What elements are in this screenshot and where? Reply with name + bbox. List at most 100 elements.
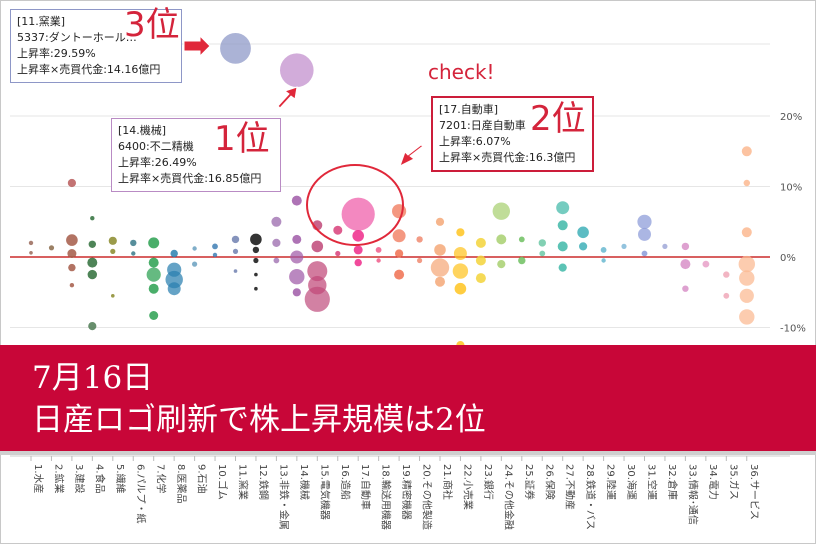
data-bubble[interactable] xyxy=(497,260,506,269)
data-bubble[interactable] xyxy=(681,242,690,251)
data-bubble[interactable] xyxy=(741,227,752,238)
data-bubble[interactable] xyxy=(280,53,314,87)
data-bubble[interactable] xyxy=(641,250,648,257)
data-bubble[interactable] xyxy=(601,258,606,263)
data-bubble[interactable] xyxy=(66,234,78,246)
data-bubble[interactable] xyxy=(192,246,197,251)
data-bubble[interactable] xyxy=(146,267,161,282)
data-bubble[interactable] xyxy=(88,240,97,248)
data-bubble[interactable] xyxy=(170,249,178,258)
data-bubble[interactable] xyxy=(232,248,239,254)
data-bubble[interactable] xyxy=(577,226,589,239)
data-bubble[interactable] xyxy=(417,257,423,264)
data-bubble[interactable] xyxy=(131,251,136,256)
data-bubble[interactable] xyxy=(435,217,445,226)
data-bubble[interactable] xyxy=(333,225,343,235)
data-bubble[interactable] xyxy=(662,243,668,249)
data-bubble[interactable] xyxy=(743,179,750,187)
data-bubble[interactable] xyxy=(110,248,116,254)
data-bubble[interactable] xyxy=(638,227,651,241)
data-bubble[interactable] xyxy=(538,239,546,247)
data-bubble[interactable] xyxy=(292,288,301,297)
data-bubble[interactable] xyxy=(68,263,76,272)
data-bubble[interactable] xyxy=(108,236,117,245)
data-bubble[interactable] xyxy=(111,294,115,298)
data-bubble[interactable] xyxy=(454,282,467,295)
data-bubble[interactable] xyxy=(271,216,282,227)
data-bubble[interactable] xyxy=(335,250,341,257)
data-bubble[interactable] xyxy=(304,286,330,312)
data-bubble[interactable] xyxy=(233,269,238,273)
data-bubble[interactable] xyxy=(231,235,240,244)
data-bubble[interactable] xyxy=(475,255,486,266)
data-bubble[interactable] xyxy=(311,240,324,253)
data-bubble[interactable] xyxy=(738,255,755,273)
data-bubble[interactable] xyxy=(292,234,302,244)
data-bubble[interactable] xyxy=(430,258,450,277)
data-bubble[interactable] xyxy=(254,286,258,291)
data-bubble[interactable] xyxy=(354,258,362,267)
data-bubble[interactable] xyxy=(702,260,710,268)
data-bubble[interactable] xyxy=(621,243,627,249)
data-bubble[interactable] xyxy=(435,276,445,287)
data-bubble[interactable] xyxy=(253,257,259,264)
data-bubble[interactable] xyxy=(48,245,55,251)
data-bubble[interactable] xyxy=(496,234,507,245)
data-bubble[interactable] xyxy=(167,262,182,277)
data-bubble[interactable] xyxy=(492,202,510,220)
data-bubble[interactable] xyxy=(475,237,486,248)
data-bubble[interactable] xyxy=(680,259,691,270)
data-bubble[interactable] xyxy=(308,276,327,295)
data-bubble[interactable] xyxy=(220,33,251,64)
data-bubble[interactable] xyxy=(254,272,258,277)
data-bubble[interactable] xyxy=(579,242,588,251)
data-bubble[interactable] xyxy=(392,204,407,219)
data-bubble[interactable] xyxy=(67,249,77,258)
data-bubble[interactable] xyxy=(637,214,652,229)
data-bubble[interactable] xyxy=(90,216,95,221)
data-bubble[interactable] xyxy=(739,288,754,303)
data-bubble[interactable] xyxy=(739,309,755,325)
data-bubble[interactable] xyxy=(67,178,76,188)
data-bubble[interactable] xyxy=(739,270,755,286)
data-bubble[interactable] xyxy=(395,249,404,258)
data-bubble[interactable] xyxy=(539,250,546,257)
data-bubble[interactable] xyxy=(341,197,375,231)
data-bubble[interactable] xyxy=(272,238,281,247)
data-bubble[interactable] xyxy=(29,251,33,255)
data-bubble[interactable] xyxy=(149,311,159,320)
data-bubble[interactable] xyxy=(28,240,34,246)
data-bubble[interactable] xyxy=(518,236,525,243)
data-bubble[interactable] xyxy=(87,269,98,280)
data-bubble[interactable] xyxy=(69,283,75,288)
data-bubble[interactable] xyxy=(600,247,607,253)
data-bubble[interactable] xyxy=(518,256,526,265)
data-bubble[interactable] xyxy=(291,195,302,206)
data-bubble[interactable] xyxy=(290,250,304,264)
data-bubble[interactable] xyxy=(250,233,262,246)
data-bubble[interactable] xyxy=(88,322,97,331)
data-bubble[interactable] xyxy=(212,252,218,258)
data-bubble[interactable] xyxy=(392,229,406,243)
data-bubble[interactable] xyxy=(416,236,423,243)
data-bubble[interactable] xyxy=(394,269,405,280)
data-bubble[interactable] xyxy=(130,239,137,247)
data-bubble[interactable] xyxy=(376,258,381,263)
data-bubble[interactable] xyxy=(352,230,365,242)
data-bubble[interactable] xyxy=(475,273,486,284)
data-bubble[interactable] xyxy=(273,257,280,264)
data-bubble[interactable] xyxy=(148,237,160,249)
data-bubble[interactable] xyxy=(557,241,568,252)
data-bubble[interactable] xyxy=(434,244,446,256)
data-bubble[interactable] xyxy=(148,257,159,268)
data-bubble[interactable] xyxy=(723,292,730,299)
data-bubble[interactable] xyxy=(87,257,98,268)
data-bubble[interactable] xyxy=(148,283,159,294)
data-bubble[interactable] xyxy=(167,282,181,296)
data-bubble[interactable] xyxy=(252,246,260,254)
data-bubble[interactable] xyxy=(558,263,567,272)
data-bubble[interactable] xyxy=(375,247,382,253)
data-bubble[interactable] xyxy=(353,245,363,255)
data-bubble[interactable] xyxy=(307,261,328,282)
data-bubble[interactable] xyxy=(682,285,689,292)
